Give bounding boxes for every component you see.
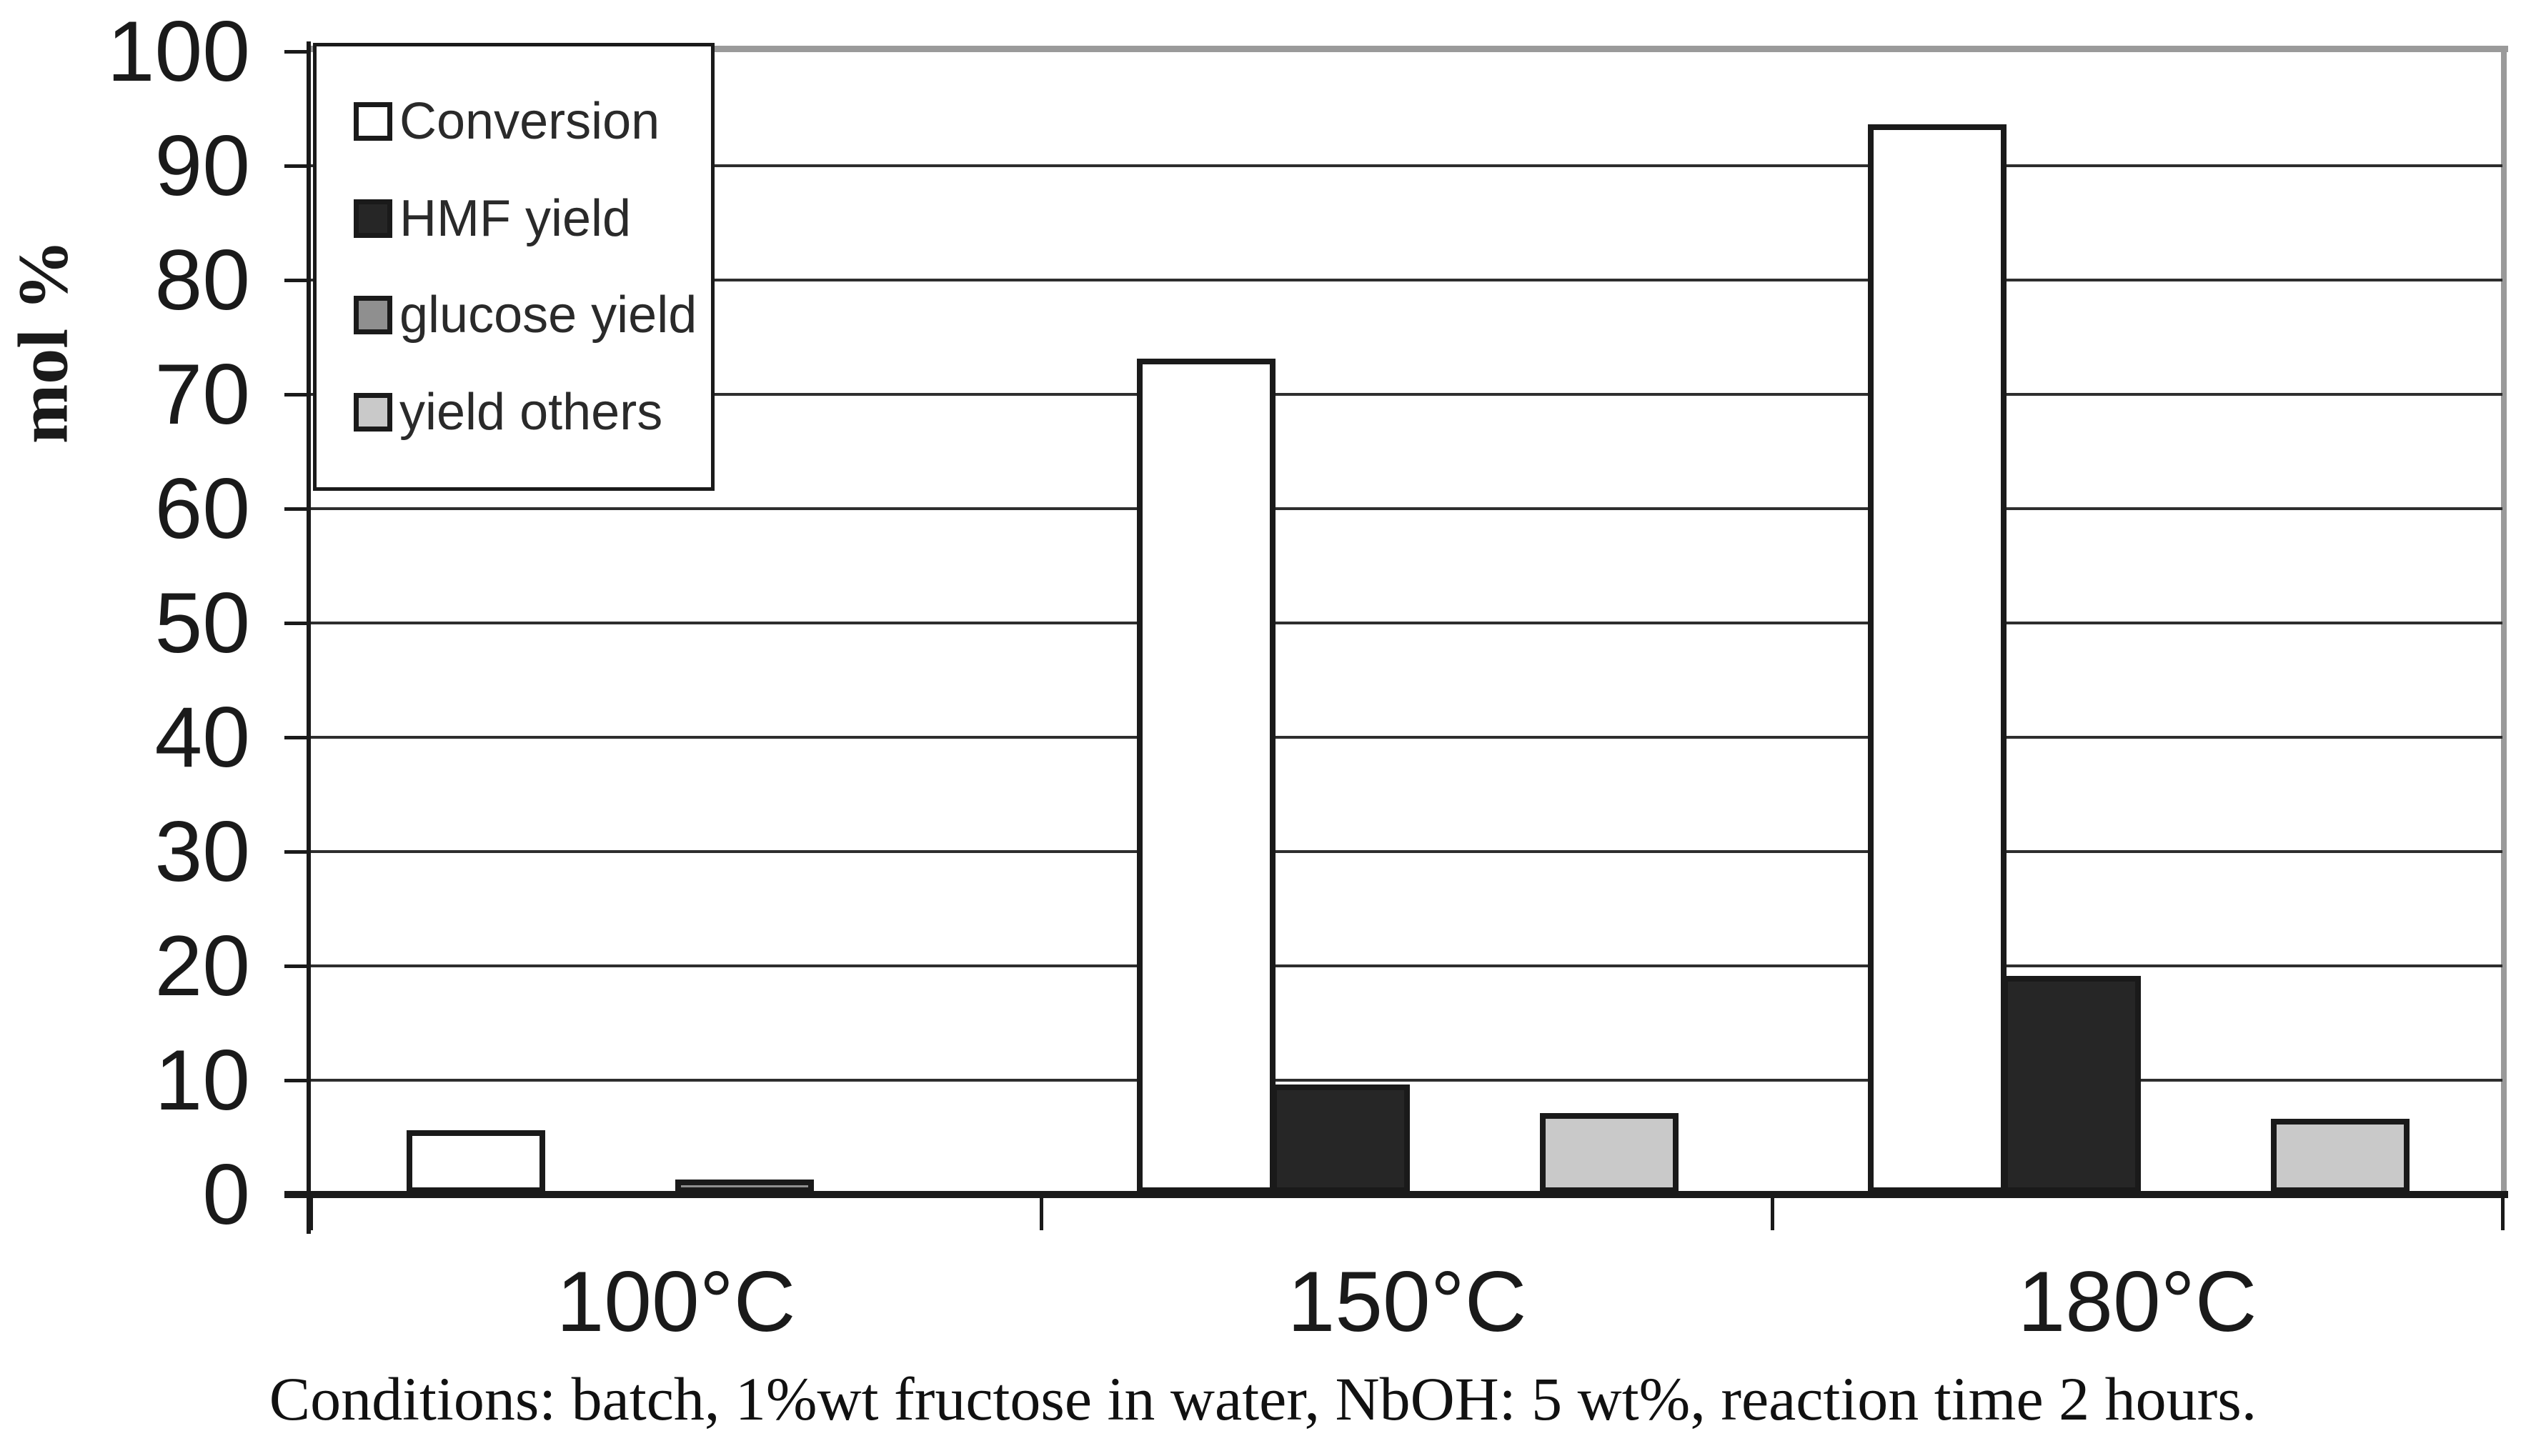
gridline — [311, 964, 2502, 967]
y-axis-tick — [284, 736, 311, 739]
y-axis-line — [307, 41, 311, 1234]
x-axis-tick — [309, 1195, 313, 1230]
x-axis-line — [284, 1191, 2508, 1198]
bar-glucose-yield-100-c — [675, 1180, 814, 1193]
gridline — [311, 393, 2502, 396]
x-axis-tick — [1770, 1195, 1774, 1230]
bar-hmf-yield-180-c — [2002, 976, 2141, 1193]
legend-label: glucose yield — [399, 286, 697, 344]
y-tick-label: 40 — [154, 689, 250, 785]
gridline — [311, 1079, 2502, 1082]
y-tick-label: 50 — [154, 575, 250, 671]
gridline — [311, 622, 2502, 624]
legend-item-yield-others: yield others — [354, 383, 711, 442]
legend-swatch — [354, 296, 392, 335]
legend-label: HMF yield — [399, 189, 632, 247]
y-tick-label: 90 — [154, 118, 250, 214]
y-axis-tick — [284, 964, 311, 968]
bar-hmf-yield-150-c — [1271, 1084, 1410, 1193]
x-axis-tick — [1040, 1195, 1044, 1230]
y-tick-label: 80 — [154, 232, 250, 328]
legend-swatch — [354, 199, 392, 238]
legend-label: yield others — [399, 384, 663, 442]
bar-yield-others-180-c — [2271, 1119, 2410, 1193]
legend-label: Conversion — [399, 92, 660, 150]
plot-right-border — [2501, 46, 2507, 1197]
y-axis-tick — [284, 279, 311, 282]
legend: Conversion HMF yield glucose yield yield ot… — [313, 43, 715, 491]
legend-item-hmf-yield: HMF yield — [354, 189, 711, 248]
y-tick-label: 30 — [154, 804, 250, 899]
y-axis-tick — [284, 507, 311, 511]
x-axis-tick — [2501, 1195, 2505, 1230]
y-tick-label: 60 — [154, 461, 250, 557]
legend-item-conversion: Conversion — [354, 92, 711, 151]
legend-item-glucose-yield: glucose yield — [354, 286, 711, 344]
bar-conversion-180-c — [1868, 124, 2007, 1193]
gridline — [311, 507, 2502, 510]
y-tick-label: 100 — [106, 4, 250, 99]
plot-top-border — [311, 46, 2508, 52]
gridline — [311, 850, 2502, 853]
y-tick-label: 10 — [154, 1032, 250, 1128]
y-tick-label: 70 — [154, 346, 250, 442]
y-axis-tick — [284, 393, 311, 397]
gridline — [311, 736, 2502, 739]
y-axis-tick — [284, 622, 311, 625]
x-tick-label: 150°C — [1287, 1254, 1527, 1350]
gridline — [311, 279, 2502, 281]
legend-swatch — [354, 101, 392, 141]
y-axis-tick — [284, 164, 311, 168]
gridline — [311, 164, 2502, 167]
legend-swatch — [354, 393, 392, 432]
y-axis-tick — [284, 50, 311, 54]
bar-conversion-150-c — [1137, 359, 1276, 1193]
y-tick-label: 20 — [154, 918, 250, 1014]
x-tick-label: 100°C — [556, 1254, 796, 1350]
y-tick-label: 0 — [202, 1147, 250, 1242]
bar-yield-others-150-c — [1540, 1113, 1679, 1193]
chart-caption: Conditions: batch, 1%wt fructose in wate… — [269, 1365, 2257, 1433]
bar-conversion-100-c — [407, 1130, 545, 1193]
x-tick-label: 180°C — [2017, 1254, 2257, 1350]
y-axis-tick — [284, 1079, 311, 1082]
y-axis-tick — [284, 850, 311, 854]
